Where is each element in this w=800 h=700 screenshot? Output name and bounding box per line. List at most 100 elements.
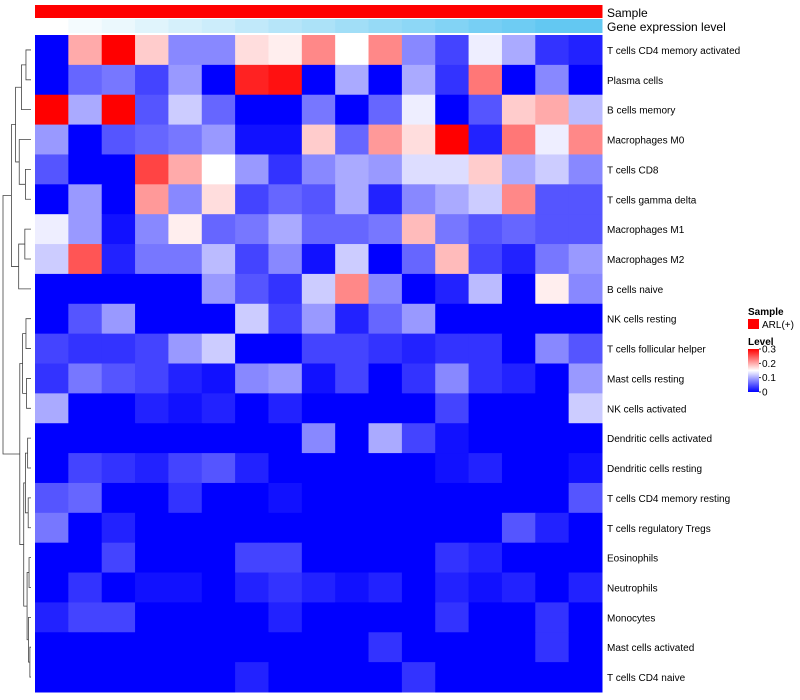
heatmap-cell [401, 542, 436, 574]
heatmap-cell [68, 662, 103, 693]
heatmap-cell [335, 393, 370, 424]
annotation-sample-cell [35, 5, 69, 18]
annotation-sample-cell [168, 5, 203, 18]
heatmap-cell [135, 273, 169, 305]
heatmap-cell [268, 512, 303, 544]
heatmap-cell [335, 482, 370, 514]
heatmap-cell [135, 542, 169, 574]
heatmap-cell [201, 453, 236, 484]
heatmap-cell [468, 393, 503, 424]
heatmap-cell [401, 572, 436, 603]
heatmap-cell [135, 333, 169, 364]
heatmap-cell [235, 482, 269, 514]
row-label: T cells follicular helper [607, 345, 706, 356]
row-label: T cells regulatory Tregs [607, 524, 711, 535]
heatmap-cell [135, 154, 169, 185]
heatmap-cell [468, 94, 503, 126]
heatmap-cell [435, 303, 470, 335]
heatmap-cell [335, 244, 370, 275]
heatmap-cell [68, 214, 103, 245]
heatmap-cell [501, 154, 536, 185]
heatmap-cell [368, 35, 403, 66]
dendrogram-branch [25, 318, 31, 349]
heatmap-cell [135, 423, 169, 454]
heatmap-cell [401, 303, 436, 335]
heatmap-cell [68, 184, 103, 215]
heatmap-cell [401, 244, 436, 275]
heatmap-cell [201, 662, 236, 693]
heatmap-cell [101, 35, 136, 66]
annotation-gene-expression-cell [568, 19, 603, 33]
heatmap-cell [568, 154, 603, 185]
heatmap-cell [335, 35, 370, 66]
heatmap-cell [535, 393, 570, 424]
heatmap-cell [568, 333, 603, 364]
heatmap-cell [401, 35, 436, 66]
heatmap-cell [201, 154, 236, 185]
heatmap-cell [468, 632, 503, 663]
heatmap-cell [368, 273, 403, 305]
heatmap-cell [135, 35, 169, 66]
heatmap-cell [435, 244, 470, 275]
heatmap-cell [135, 303, 169, 335]
heatmap-cell [568, 214, 603, 245]
heatmap-cell [468, 572, 503, 603]
legend-tick-label: 0 [762, 388, 768, 399]
heatmap-cell [201, 35, 236, 66]
annotation-gene-expression-cell [235, 19, 269, 33]
heatmap-cell [535, 303, 570, 335]
heatmap-cell [168, 244, 203, 275]
heatmap-cell [235, 602, 269, 633]
heatmap-cell [535, 453, 570, 484]
dendrogram-branch [21, 64, 31, 111]
heatmap-cell [335, 632, 370, 663]
heatmap-cells [35, 35, 603, 693]
heatmap-cell [501, 214, 536, 245]
heatmap-cell [101, 94, 136, 126]
heatmap-cell [268, 662, 303, 693]
heatmap-cell [335, 453, 370, 484]
heatmap-cell [268, 363, 303, 394]
heatmap-cell [101, 482, 136, 514]
annotation-sample-cell [135, 5, 169, 18]
heatmap-cell [301, 124, 336, 155]
legend: Sample ARL(+) Level 0.3 0.2 0.1 0 [748, 307, 794, 399]
heatmap-cell [168, 214, 203, 245]
heatmap-cell [35, 333, 69, 364]
heatmap-cell [101, 393, 136, 424]
heatmap-cell [568, 423, 603, 454]
dendrogram-branch [19, 363, 24, 545]
heatmap-cell [268, 94, 303, 126]
heatmap-cell [135, 64, 169, 96]
heatmap-cell [368, 542, 403, 574]
heatmap-cell [568, 124, 603, 155]
heatmap-cell [201, 632, 236, 663]
heatmap-cell [368, 184, 403, 215]
heatmap-cell [368, 244, 403, 275]
heatmap-cell [201, 363, 236, 394]
heatmap-cell [168, 363, 203, 394]
heatmap-cell [335, 423, 370, 454]
heatmap-cell [35, 482, 69, 514]
annotation-sample-cell [501, 5, 536, 18]
heatmap-cell [68, 64, 103, 96]
heatmap-cell [235, 453, 269, 484]
heatmap-cell [135, 602, 169, 633]
annotation-label-sample: Sample [607, 6, 648, 20]
row-label: Macrophages M0 [607, 136, 685, 147]
heatmap-cell [201, 64, 236, 96]
heatmap-cell [435, 94, 470, 126]
heatmap-cell [68, 333, 103, 364]
heatmap-cell [268, 124, 303, 155]
heatmap-cell [35, 572, 69, 603]
heatmap-cell [101, 363, 136, 394]
heatmap-cell [168, 35, 203, 66]
heatmap-cell [135, 363, 169, 394]
legend-tick-label: 0.1 [762, 373, 776, 384]
heatmap-cell [568, 662, 603, 693]
heatmap-cell [268, 632, 303, 663]
heatmap-cell [35, 393, 69, 424]
annotation-sample-cell [268, 5, 303, 18]
heatmap-cell [235, 184, 269, 215]
heatmap-cell [535, 423, 570, 454]
